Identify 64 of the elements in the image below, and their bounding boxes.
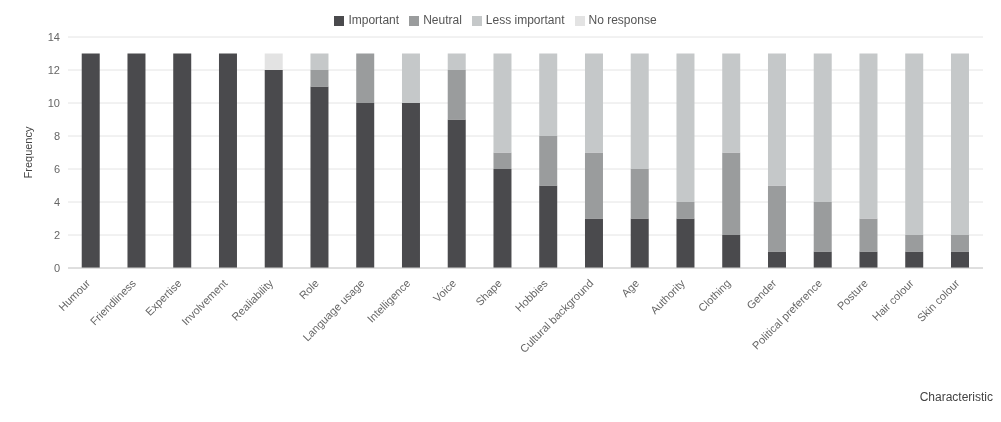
y-tick-label: 0 — [53, 261, 60, 274]
y-tick-label: 4 — [53, 195, 60, 208]
bar — [401, 53, 420, 103]
bar — [630, 169, 649, 219]
bar — [310, 53, 329, 70]
bar — [859, 53, 878, 219]
bar — [493, 53, 512, 153]
legend-label: Less important — [485, 13, 565, 27]
x-tick-label: Role — [296, 276, 322, 302]
bar — [81, 53, 100, 268]
bar — [813, 53, 832, 202]
bar — [447, 70, 466, 120]
bar — [218, 53, 237, 268]
bar — [539, 136, 558, 186]
y-tick-label: 14 — [47, 30, 60, 43]
bar — [813, 202, 832, 252]
bar — [813, 251, 832, 268]
bar — [905, 53, 924, 235]
bar — [493, 152, 512, 169]
bar — [859, 218, 878, 252]
bar — [584, 218, 603, 268]
legend-label: No response — [588, 13, 657, 27]
bar — [584, 152, 603, 219]
bar — [676, 202, 695, 219]
legend-label: Neutral — [423, 13, 462, 27]
y-tick-label: 8 — [53, 129, 60, 142]
bar — [950, 53, 969, 235]
bar — [539, 185, 558, 268]
x-tick-label: Age — [618, 276, 642, 300]
bar — [173, 53, 192, 268]
y-tick-label: 12 — [47, 63, 60, 76]
bar — [310, 70, 329, 87]
bar — [859, 251, 878, 268]
bar — [447, 53, 466, 70]
bar — [630, 53, 649, 169]
bar — [722, 53, 741, 153]
legend-label: Important — [348, 13, 400, 27]
bar — [264, 70, 283, 268]
bar — [401, 103, 420, 268]
bar — [630, 218, 649, 268]
bar — [356, 53, 375, 103]
bar — [493, 169, 512, 268]
bar — [905, 235, 924, 252]
y-axis-title: Frequency — [21, 126, 34, 179]
x-axis-title: Characteristic — [919, 390, 993, 404]
bar — [356, 103, 375, 268]
bar — [905, 251, 924, 268]
bar — [767, 185, 786, 252]
bar — [767, 251, 786, 268]
bar — [722, 235, 741, 268]
bar — [676, 53, 695, 202]
bar — [447, 119, 466, 268]
bar — [767, 53, 786, 186]
y-tick-label: 2 — [53, 228, 60, 241]
bar — [676, 218, 695, 268]
bar — [539, 53, 558, 136]
bar — [584, 53, 603, 153]
y-tick-label: 10 — [47, 96, 60, 109]
bar — [310, 86, 329, 268]
bar — [950, 251, 969, 268]
bar — [127, 53, 146, 268]
bar — [950, 235, 969, 252]
y-tick-label: 6 — [53, 162, 60, 175]
bar — [722, 152, 741, 235]
